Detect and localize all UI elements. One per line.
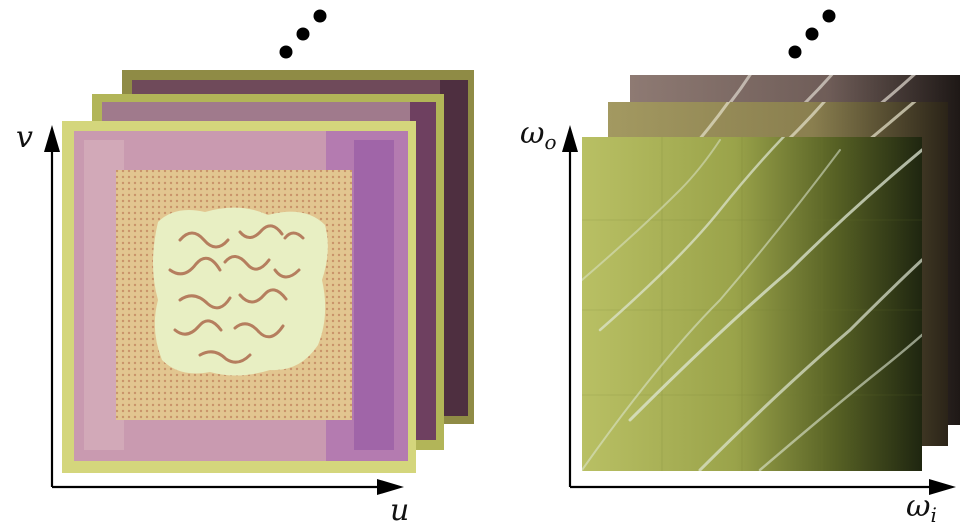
left-axes: v u [16,120,409,525]
omega-o-axis-label: ωo [520,116,557,154]
omega-i-axis-label: ωi [906,489,937,525]
brdf-grid [582,137,922,471]
right-ellipsis [788,9,836,59]
right-brdf-stack [582,75,960,471]
omega-o-axis-arrow-icon [562,125,578,152]
texture-layer-front [62,121,416,473]
v-axis-arrow-icon [44,125,60,152]
omega-i-axis-arrow-icon [929,479,956,495]
v-axis-label: v [16,120,33,155]
right-axes: ωo ωi [520,116,956,525]
specular-streaks [582,137,922,471]
left-texture-stack [62,70,474,473]
left-ellipsis [279,9,327,59]
u-axis-arrow-icon [377,479,404,495]
u-axis-label: u [390,493,409,525]
brdf-layer-front [582,137,922,471]
pattern-ink-strokes [168,224,305,364]
